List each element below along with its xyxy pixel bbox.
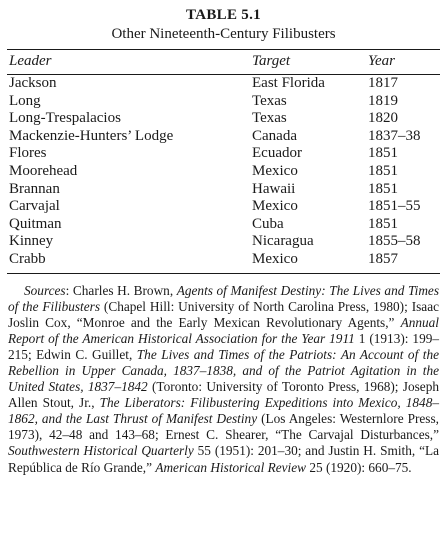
cell-year: 1851 — [368, 145, 398, 162]
cell-target: Ecuador — [252, 145, 302, 162]
cell-leader: Crabb — [9, 250, 46, 267]
table-row: Kinney Nicaragua 1855–58 — [7, 233, 440, 251]
source-title: Agents of Manifest Destiny: The Lives an… — [8, 282, 440, 314]
table-row: Mackenzie-Hunters’ Lodge Canada 1837–38 — [7, 128, 440, 146]
source-text: : Charles H. Brown, — [65, 282, 177, 298]
header-target: Target — [252, 53, 291, 69]
filibusters-table-body: Jackson East Florida 1817 Long Texas 1819 Long… — [7, 75, 440, 269]
table-row: Long-Trespalacios Texas 1820 — [7, 110, 440, 128]
table-header-row: Leader Target Year — [7, 50, 440, 74]
cell-target: Canada — [252, 127, 297, 144]
source-title: Southwestern Historical Quarterly — [8, 443, 194, 459]
cell-year: 1857 — [368, 250, 398, 267]
sources-note: Sources: Charles H. Brown, Agents of Man… — [7, 283, 440, 476]
cell-year: 1851 — [368, 215, 398, 232]
cell-leader: Quitman — [9, 215, 62, 232]
table-row: Carvajal Mexico 1851–55 — [7, 198, 440, 216]
source-text: 55 (1951): 201–30; and Justin H. Smith, … — [8, 443, 439, 475]
cell-target: Texas — [252, 92, 287, 109]
source-title: The Lives and Times of the Patriots: An … — [8, 346, 439, 395]
table-header-rule — [7, 74, 440, 75]
cell-year: 1820 — [368, 110, 398, 127]
cell-target: Nicaragua — [252, 233, 314, 250]
cell-year: 1855–58 — [368, 233, 421, 250]
source-title: The Liberators: Filibustering Expedition… — [8, 395, 439, 427]
cell-leader: Long-Trespalacios — [9, 110, 121, 127]
cell-leader: Moorehead — [9, 162, 78, 179]
table-row: Brannan Hawaii 1851 — [7, 181, 440, 199]
header-year: Year — [368, 53, 395, 69]
table-row: Crabb Mexico 1857 — [7, 251, 440, 269]
table-number: TABLE 5.1 — [186, 7, 261, 23]
sources-label: Sources — [24, 282, 66, 298]
source-title: American Historical Review — [155, 459, 306, 475]
table-caption: Other Nineteenth-Century Filibusters — [111, 26, 336, 42]
cell-year: 1837–38 — [368, 127, 421, 144]
source-text: 25 (1920): 660–75. — [306, 459, 412, 475]
cell-target: Cuba — [252, 215, 284, 232]
cell-target: Mexico — [252, 162, 298, 179]
table-bottom-rule — [7, 272, 440, 274]
cell-leader: Brannan — [9, 180, 60, 197]
cell-year: 1851–55 — [368, 198, 421, 215]
table-row: Long Texas 1819 — [7, 93, 440, 111]
source-text: (Los Angeles: Westernlore Press, 1973), … — [8, 411, 439, 443]
cell-target: Mexico — [252, 198, 298, 215]
source-title: Annual Report of the American Historical… — [8, 314, 439, 346]
table-row: Quitman Cuba 1851 — [7, 216, 440, 234]
table-row: Jackson East Florida 1817 — [7, 75, 440, 93]
cell-leader: Flores — [9, 145, 47, 162]
cell-leader: Long — [9, 92, 41, 109]
source-text: (Toronto: University of Toronto Press, 1… — [8, 379, 439, 411]
table-row: Moorehead Mexico 1851 — [7, 163, 440, 181]
cell-year: 1851 — [368, 162, 398, 179]
cell-leader: Jackson — [9, 75, 57, 91]
cell-target: East Florida — [252, 75, 325, 91]
table-row: Flores Ecuador 1851 — [7, 145, 440, 163]
header-leader: Leader — [9, 53, 52, 69]
cell-leader: Mackenzie-Hunters’ Lodge — [9, 127, 174, 144]
cell-target: Mexico — [252, 250, 298, 267]
table-body: Jackson East Florida 1817 Long Texas 1819 Long… — [7, 75, 440, 269]
cell-year: 1817 — [368, 75, 398, 91]
cell-target: Hawaii — [252, 180, 296, 197]
filibusters-table: Leader Target Year — [7, 50, 440, 74]
cell-year: 1819 — [368, 92, 398, 109]
cell-year: 1851 — [368, 180, 398, 197]
cell-leader: Carvajal — [9, 198, 60, 215]
cell-target: Texas — [252, 110, 287, 127]
cell-leader: Kinney — [9, 233, 54, 250]
source-text: (Chapel Hill: University of North Caroli… — [8, 298, 439, 330]
source-text: 1 (1913): 199–215; Edwin C. Guillet, — [8, 330, 440, 362]
table-top-rule — [7, 49, 440, 50]
